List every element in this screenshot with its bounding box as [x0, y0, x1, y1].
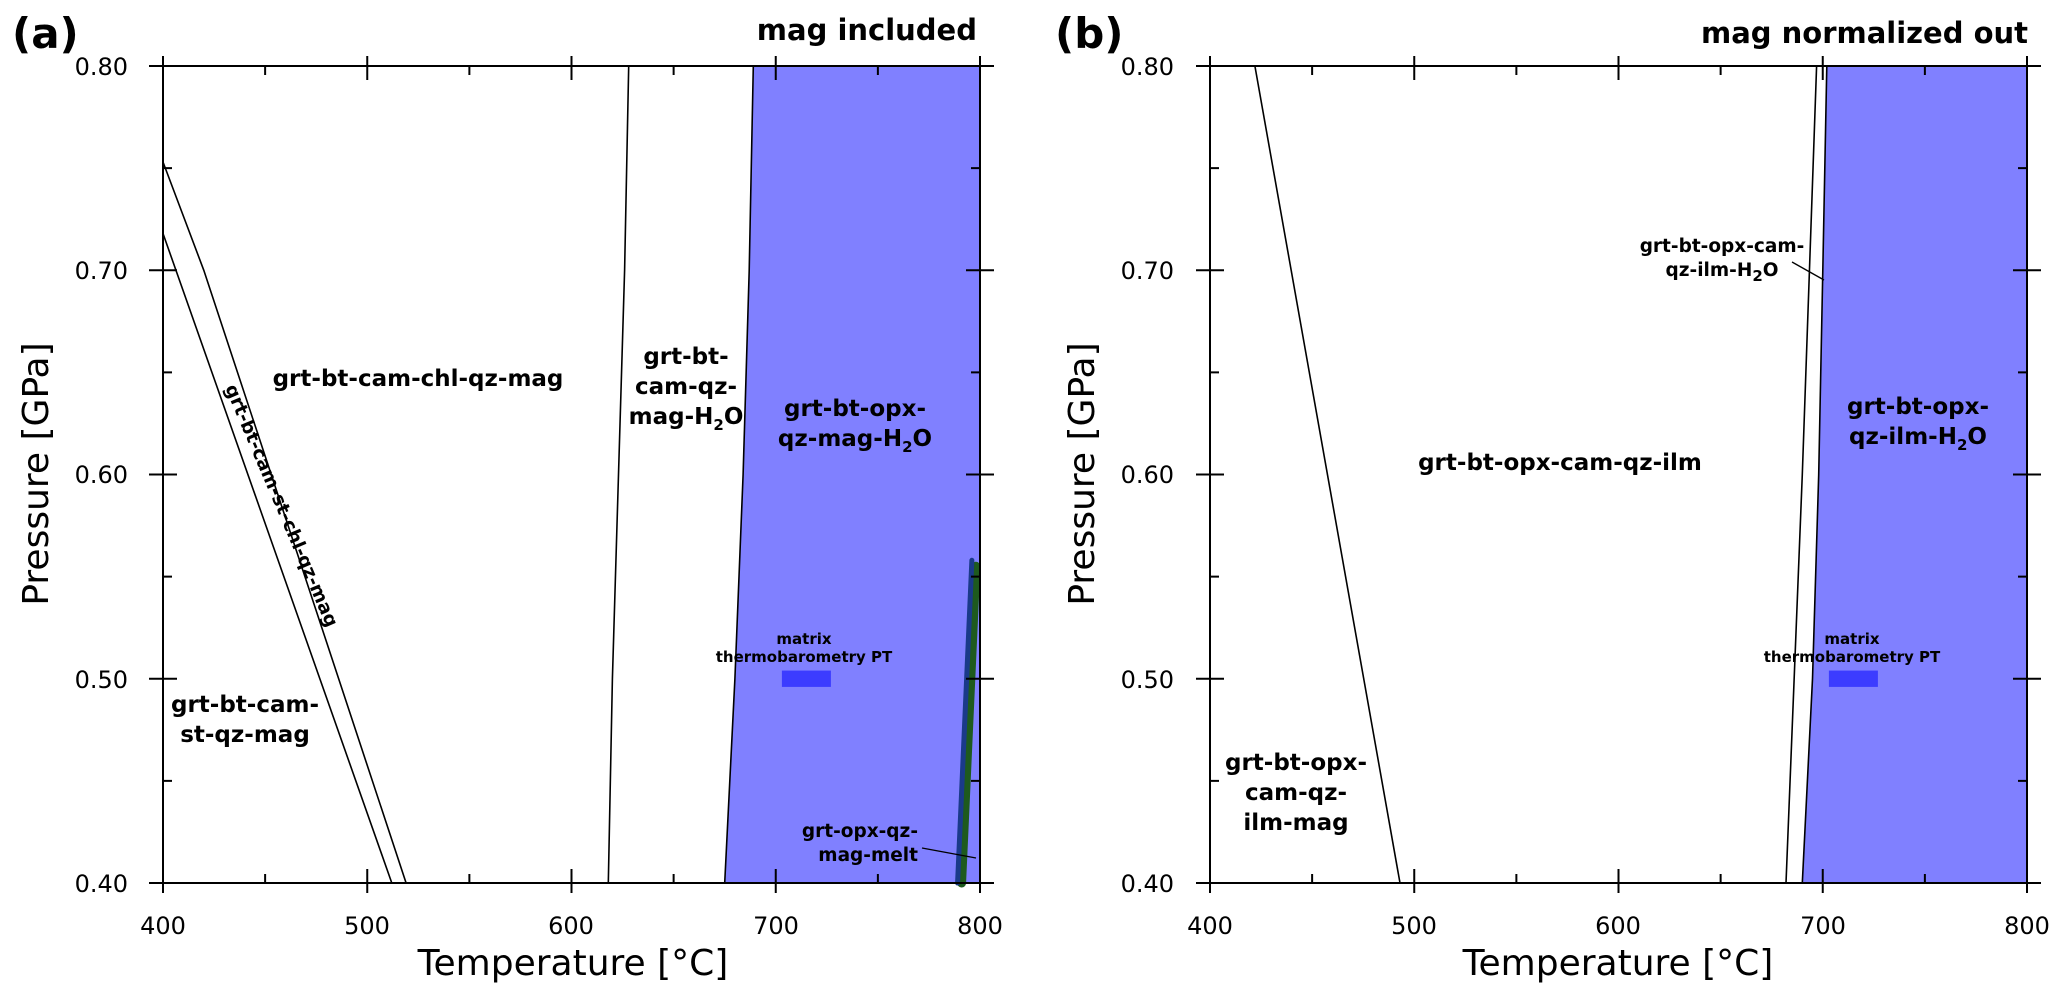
panel-a-field-label: grt-bt-cam-chl-qz-mag — [273, 366, 564, 392]
panel-b-field-label: grt-bt-opx- — [1847, 394, 1989, 420]
panel-b-y-tick-label: 0.40 — [1121, 870, 1174, 898]
panel-a-y-tick-label: 0.40 — [75, 870, 128, 898]
panel-b-marker-label: matrix — [1824, 630, 1879, 648]
panel-a-leader-line — [921, 847, 977, 859]
panel-b-field-label: cam-qz- — [1245, 780, 1347, 806]
panel-b-x-axis-title: Temperature [°C] — [1462, 943, 1774, 984]
panel-a-field-label: grt-bt-cam-st-chl-qz-mag — [220, 381, 341, 630]
panel-a-boundary-2 — [162, 161, 407, 884]
panel-b-x-tick-label: 700 — [1800, 912, 1846, 940]
panel-a-label: (a) — [12, 9, 79, 58]
panel-b-x-tick-label: 600 — [1595, 912, 1641, 940]
panel-a-y-axis-title: Pressure [GPa] — [16, 342, 57, 605]
panel-a-ticks — [149, 56, 994, 893]
panel-a-shaded-field — [724, 66, 980, 883]
panel-b-y-axis-title: Pressure [GPa] — [1062, 342, 1103, 605]
panel-b-x-tick-label: 500 — [1391, 912, 1437, 940]
pt-path-green — [957, 561, 981, 888]
panel-a-field-label: cam-qz- — [635, 374, 737, 400]
panel-b-field-label: grt-bt-opx-cam-qz-ilm — [1418, 450, 1702, 476]
panel-b-shaded-field — [1802, 66, 2027, 883]
panel-a-field-label: grt-bt-opx- — [784, 396, 926, 422]
panel-b-field-label: qz-ilm-H2O — [1666, 260, 1779, 285]
panel-b-y-tick-label: 0.80 — [1121, 53, 1174, 81]
panel-a-boundary-4 — [723, 65, 755, 884]
panel-a-boundaries — [162, 65, 755, 884]
panel-a-field-label: qz-mag-H2O — [778, 426, 932, 456]
panel-b-label: (b) — [1055, 9, 1123, 58]
panel-a-thermobarometry-marker — [781, 670, 831, 687]
panel-b-boundary-2 — [1785, 65, 1818, 884]
panel-b-boundary-1 — [1254, 65, 1401, 884]
panel-a-x-tick-label: 800 — [957, 912, 1003, 940]
panel-b-y-tick-label: 0.70 — [1121, 257, 1174, 285]
panel-b-marker-label: thermobarometry PT — [1764, 648, 1941, 666]
panel-b-title: mag normalized out — [1701, 16, 2028, 50]
panel-b-x-tick-label: 800 — [2004, 912, 2050, 940]
panel-a-field-label: grt-bt- — [643, 344, 728, 370]
panel-a-y-tick-label: 0.70 — [75, 257, 128, 285]
panel-a-x-axis-title: Temperature [°C] — [417, 943, 729, 984]
panel-b-x-tick-label: 400 — [1187, 912, 1233, 940]
panel-a-field-label: grt-bt-cam- — [171, 692, 319, 718]
panel-a-y-tick-label: 0.50 — [75, 666, 128, 694]
panel-a: (a) mag included 0.40 0.50 0.60 0.70 0.8… — [12, 9, 1003, 984]
panel-a-marker-label: thermobarometry PT — [716, 648, 893, 666]
panel-a-field-label: mag-melt — [818, 845, 918, 866]
panel-a-boundary-1 — [162, 233, 393, 884]
panel-b-field-label: qz-ilm-H2O — [1849, 424, 1987, 454]
panel-a-boundary-3 — [607, 65, 630, 884]
panel-a-x-tick-label: 500 — [344, 912, 390, 940]
panel-b: (b) mag normalized out 0.40 0.50 0.60 0.… — [1055, 9, 2050, 984]
panel-b-boundary-3 — [1801, 65, 1828, 884]
panel-a-marker-label: matrix — [776, 630, 831, 648]
panel-b-leader-line — [1791, 261, 1825, 281]
panel-b-y-tick-label: 0.60 — [1121, 461, 1174, 489]
panel-a-x-tick-label: 400 — [140, 912, 186, 940]
panel-a-field-label: grt-opx-qz- — [802, 821, 918, 842]
panel-a-x-tick-label: 600 — [548, 912, 594, 940]
panel-a-y-tick-label: 0.60 — [75, 461, 128, 489]
panel-a-pt-path — [955, 557, 981, 888]
panel-b-boundaries — [1254, 65, 1828, 884]
panel-b-y-tick-label: 0.50 — [1121, 666, 1174, 694]
panel-b-field-label: grt-bt-opx- — [1225, 750, 1367, 776]
panel-b-thermobarometry-marker — [1828, 670, 1878, 687]
panel-a-field-label: mag-H2O — [629, 404, 744, 434]
panel-b-field-label: ilm-mag — [1243, 810, 1348, 836]
panel-b-ticks — [1196, 56, 2041, 893]
panel-a-title: mag included — [757, 13, 977, 47]
panel-b-field-label: grt-bt-opx-cam- — [1640, 236, 1805, 257]
panel-a-field-label: st-qz-mag — [180, 722, 310, 748]
pt-path-blue — [955, 557, 975, 886]
panel-a-y-tick-label: 0.80 — [75, 53, 128, 81]
panel-a-x-tick-label: 700 — [753, 912, 799, 940]
